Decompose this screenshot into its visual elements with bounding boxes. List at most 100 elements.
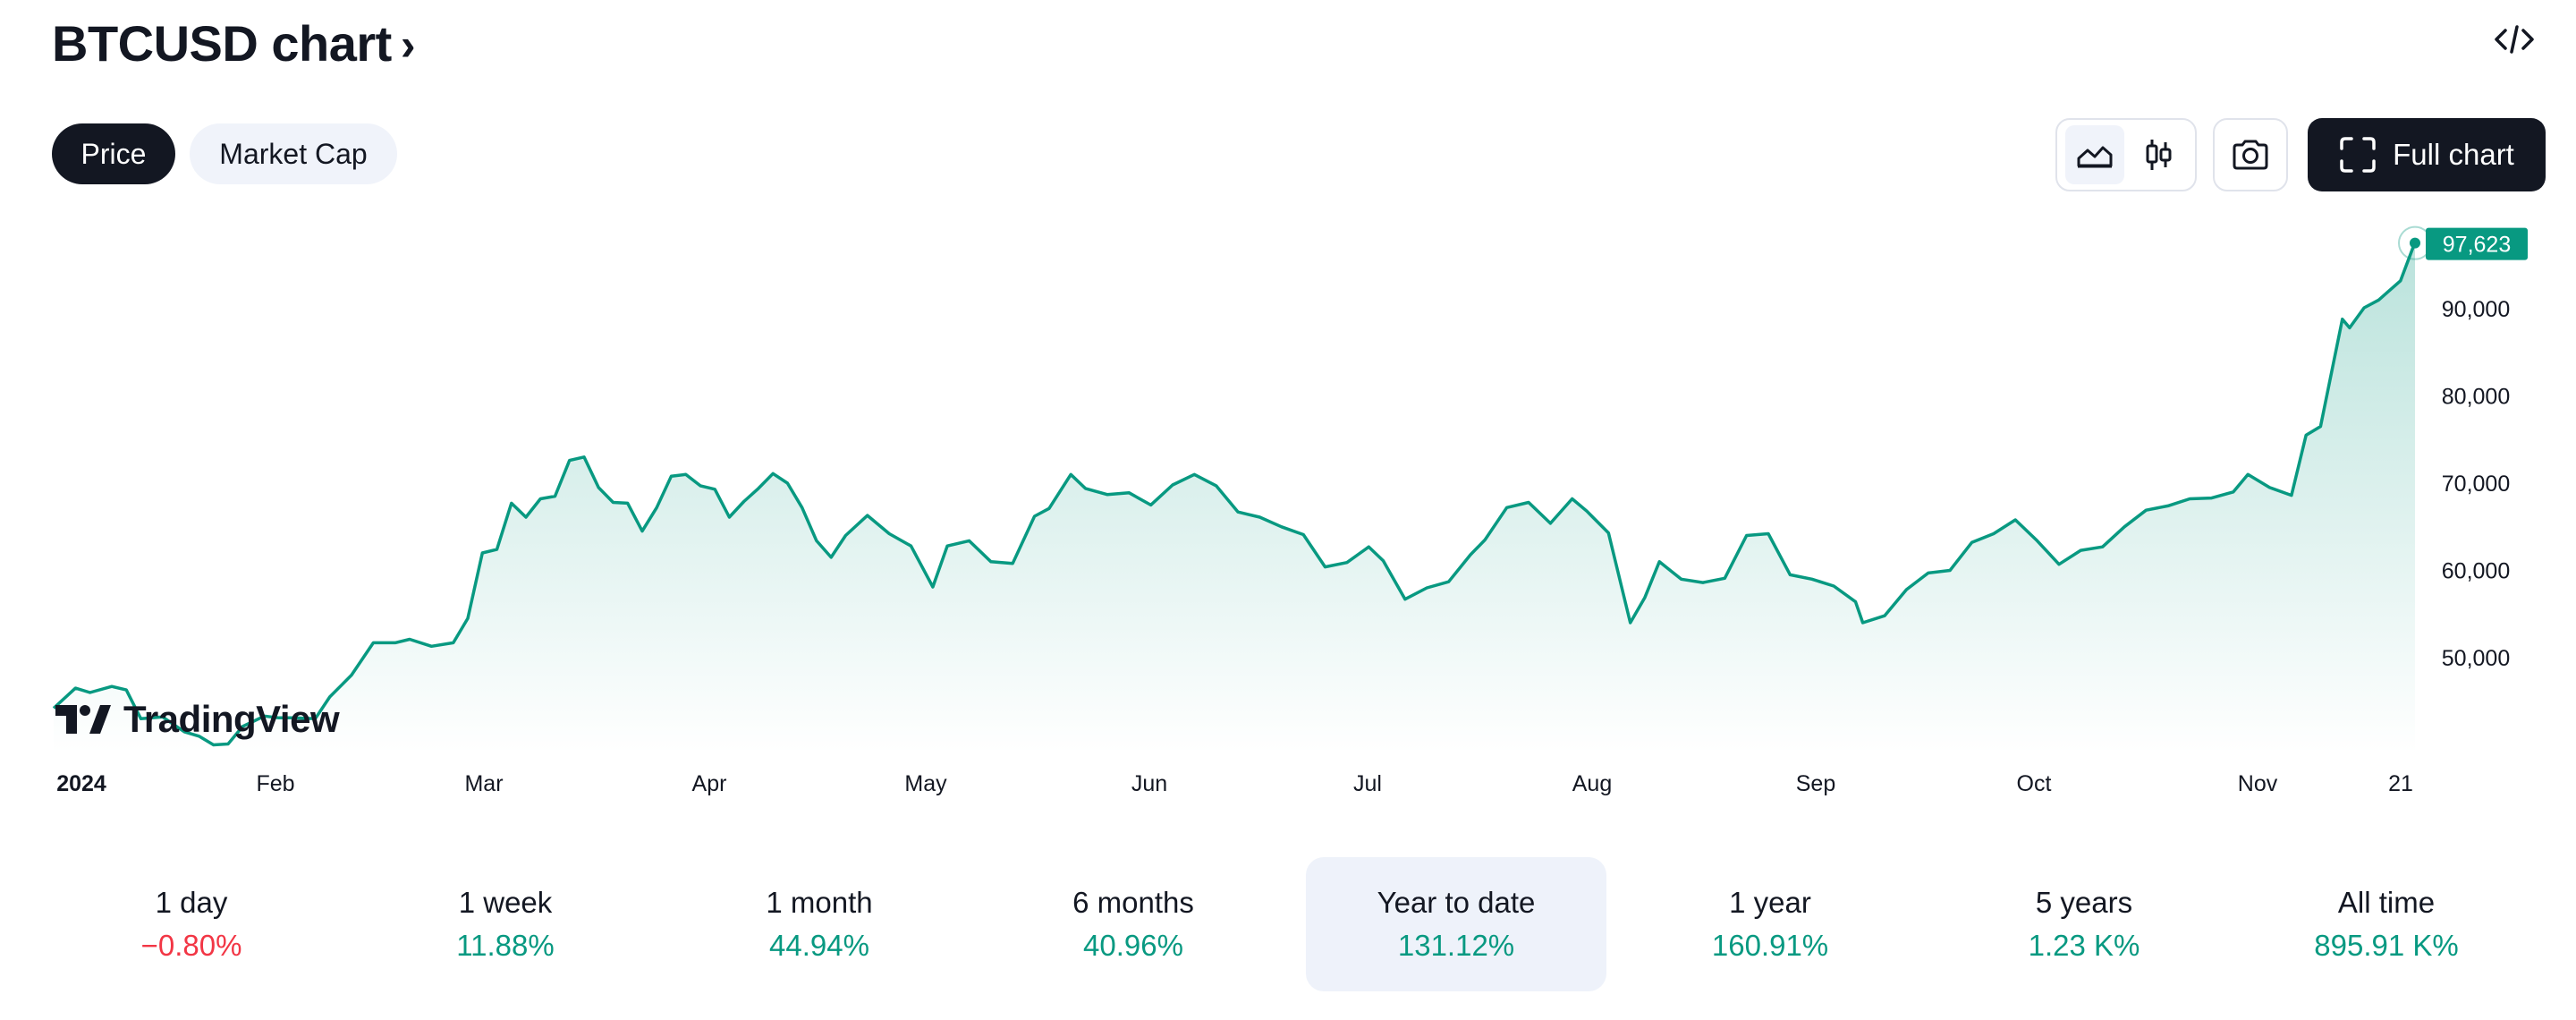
price-point bbox=[1585, 509, 1589, 513]
period-change: −0.80% bbox=[140, 929, 242, 962]
price-point bbox=[2210, 497, 2214, 500]
price-area-fill bbox=[54, 242, 2415, 753]
price-point bbox=[2341, 318, 2344, 321]
price-point bbox=[2036, 539, 2039, 542]
area-chart-button[interactable] bbox=[2064, 125, 2124, 184]
price-point bbox=[2166, 504, 2170, 507]
period-change: 1.23 K% bbox=[2028, 929, 2140, 962]
period-change: 160.91% bbox=[1711, 929, 1829, 962]
price-point bbox=[866, 514, 869, 517]
price-point bbox=[1606, 531, 1610, 535]
price-point bbox=[1548, 522, 1552, 525]
area-chart-icon bbox=[2077, 146, 2112, 168]
price-point bbox=[350, 674, 353, 677]
candlestick-chart-button[interactable] bbox=[2129, 125, 2188, 184]
tradingview-icon bbox=[55, 705, 111, 734]
period-label: 5 years bbox=[2035, 886, 2133, 919]
price-point bbox=[1106, 493, 1109, 497]
period-5-years[interactable]: 5 years 1.23 K% bbox=[1934, 857, 2234, 991]
price-point bbox=[2318, 425, 2322, 429]
price-point bbox=[1367, 545, 1370, 548]
period-change: 11.88% bbox=[456, 929, 555, 962]
period-1-week[interactable]: 1 week 11.88% bbox=[355, 857, 656, 991]
price-point bbox=[1403, 598, 1407, 601]
tab-price[interactable]: Price bbox=[52, 123, 175, 184]
period-1-year[interactable]: 1 year 160.91% bbox=[1620, 857, 1920, 991]
price-point bbox=[2304, 433, 2308, 437]
period-1-day[interactable]: 1 day −0.80% bbox=[41, 857, 342, 991]
embed-code-button[interactable] bbox=[2485, 16, 2544, 63]
price-point bbox=[640, 530, 644, 533]
last-price-dot bbox=[2410, 237, 2420, 249]
period-year-to-date[interactable]: Year to date 131.12% bbox=[1306, 857, 1606, 991]
y-tick-label: 80,000 bbox=[2442, 385, 2510, 410]
price-point bbox=[2290, 494, 2293, 497]
price-point bbox=[1447, 580, 1451, 583]
price-chart[interactable]: 50,000 60,000 70,000 80,000 90,000 97,623 202… bbox=[0, 0, 2576, 814]
price-point bbox=[829, 556, 833, 559]
price-point bbox=[110, 684, 114, 688]
full-chart-button[interactable]: Full chart bbox=[2308, 118, 2546, 191]
period-change: 44.94% bbox=[769, 929, 869, 962]
period-label: 1 month bbox=[766, 886, 873, 919]
price-point bbox=[1571, 497, 1574, 501]
price-point bbox=[2101, 545, 2105, 548]
price-point bbox=[524, 515, 528, 519]
price-point bbox=[626, 501, 630, 505]
period-1-month[interactable]: 1 month 44.94% bbox=[669, 857, 970, 991]
period-label: 6 months bbox=[1072, 886, 1194, 919]
period-all-time[interactable]: All time 895.91 K% bbox=[2236, 857, 2537, 991]
y-tick-label: 70,000 bbox=[2442, 472, 2510, 497]
price-point bbox=[1723, 576, 1726, 580]
snapshot-button[interactable] bbox=[2221, 125, 2280, 184]
fullscreen-icon bbox=[2340, 137, 2376, 173]
price-point bbox=[1643, 596, 1647, 599]
code-icon bbox=[2495, 25, 2534, 54]
period-change: 40.96% bbox=[1083, 929, 1183, 962]
price-point bbox=[2079, 548, 2082, 552]
price-point bbox=[1345, 561, 1349, 565]
period-6-months[interactable]: 6 months 40.96% bbox=[983, 857, 1284, 991]
full-chart-label: Full chart bbox=[2393, 138, 2514, 171]
price-point bbox=[989, 560, 993, 564]
price-point bbox=[408, 638, 411, 642]
period-change: 131.12% bbox=[1397, 929, 1515, 962]
price-point bbox=[466, 616, 470, 620]
tradingview-logo: TradingView bbox=[54, 696, 340, 743]
price-point bbox=[371, 641, 375, 644]
price-point bbox=[684, 472, 688, 476]
price-point bbox=[1171, 483, 1174, 487]
price-point bbox=[2057, 563, 2061, 566]
tab-market-cap[interactable]: Market Cap bbox=[190, 123, 397, 184]
price-point bbox=[2399, 279, 2402, 283]
price-point bbox=[1745, 534, 1749, 538]
price-point bbox=[1527, 501, 1530, 505]
price-point bbox=[1657, 560, 1661, 564]
price-point bbox=[1861, 621, 1865, 625]
y-tick-label: 60,000 bbox=[2442, 559, 2510, 584]
x-tick-label: Jul bbox=[1353, 771, 1382, 796]
tradingview-wordmark: TradingView bbox=[123, 698, 340, 740]
y-tick-label: 90,000 bbox=[2442, 297, 2510, 322]
price-point bbox=[843, 534, 847, 538]
x-tick-label: Apr bbox=[692, 771, 727, 796]
price-point bbox=[582, 455, 586, 459]
price-point bbox=[538, 497, 542, 501]
period-label: 1 day bbox=[155, 886, 228, 919]
chart-title[interactable]: BTCUSD chart › bbox=[52, 9, 415, 77]
price-point bbox=[1215, 484, 1218, 488]
price-point bbox=[2232, 490, 2235, 494]
snapshot-group bbox=[2213, 118, 2288, 191]
price-point bbox=[910, 544, 913, 548]
x-tick-label: Aug bbox=[1572, 771, 1612, 796]
price-point bbox=[1069, 472, 1072, 476]
price-point bbox=[1127, 491, 1131, 495]
price-point bbox=[1505, 506, 1509, 509]
price-point bbox=[394, 641, 397, 644]
price-point bbox=[968, 539, 971, 542]
price-point bbox=[1425, 586, 1428, 590]
price-point bbox=[785, 481, 789, 485]
chart-title-text: BTCUSD chart bbox=[52, 14, 392, 72]
price-point bbox=[1149, 503, 1153, 506]
x-tick-label: Feb bbox=[256, 771, 294, 796]
